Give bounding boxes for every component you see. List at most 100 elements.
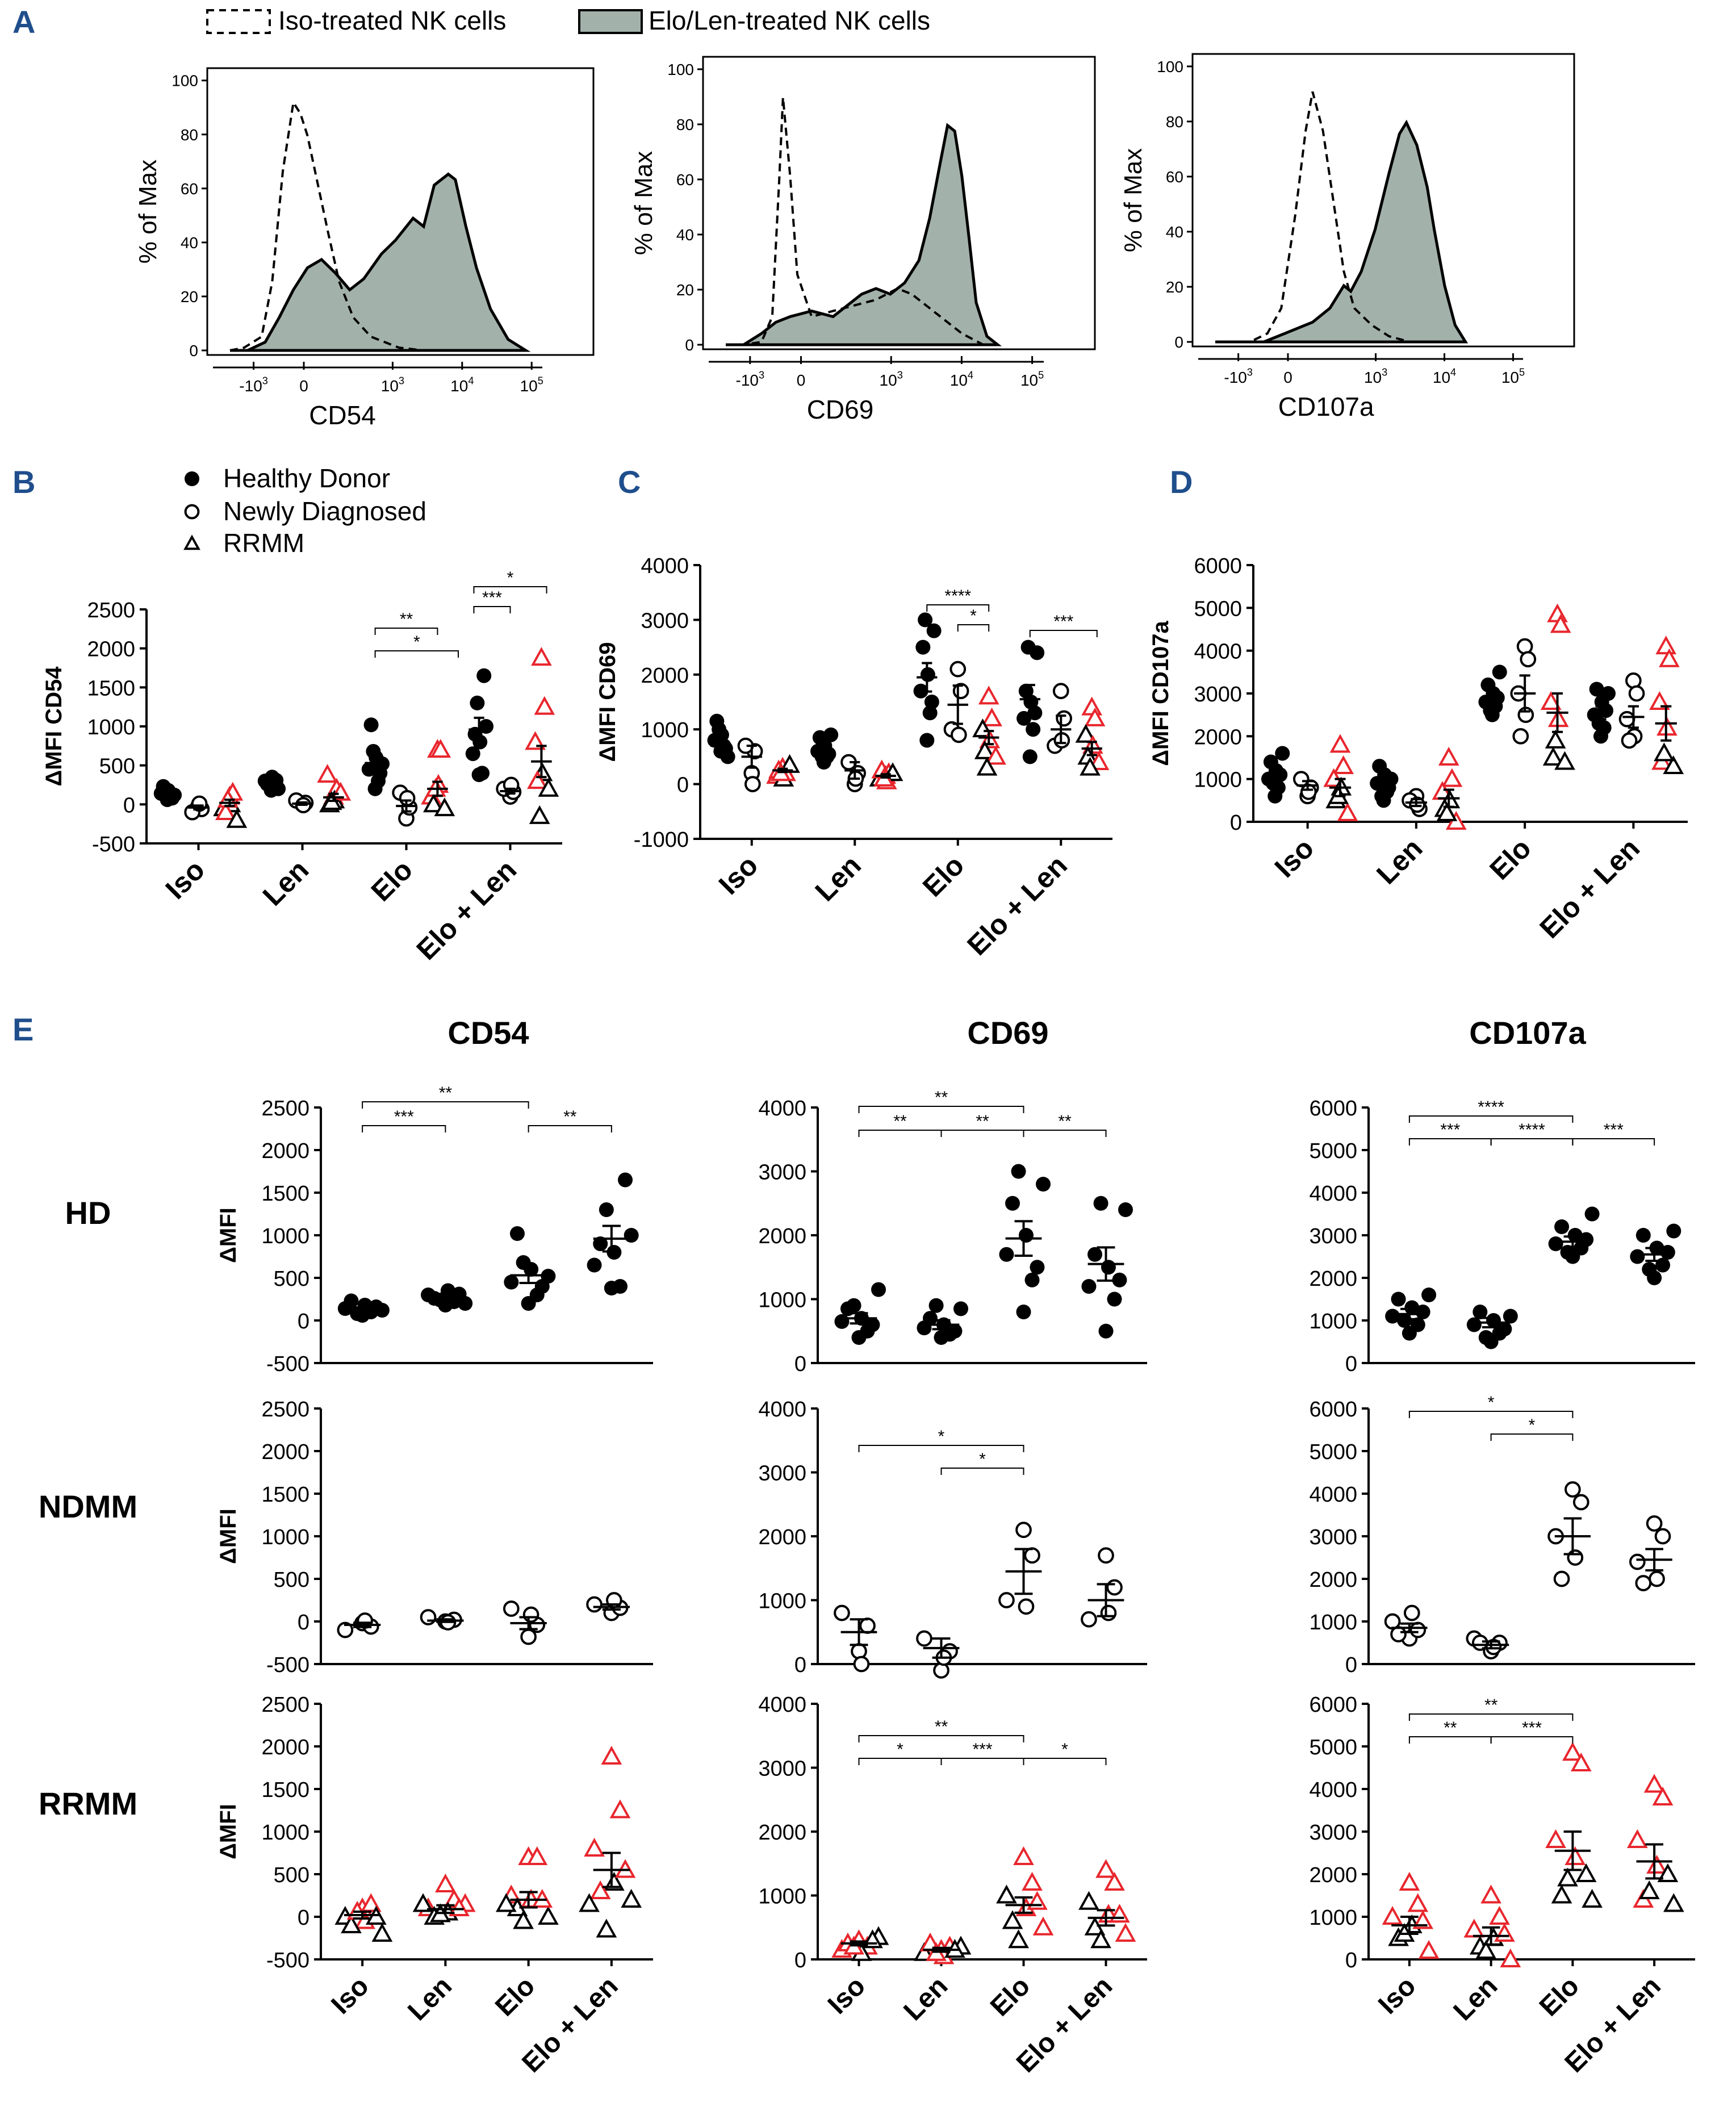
data-point-rr-red: [1570, 1752, 1592, 1771]
data-point-rr-red: [534, 696, 555, 715]
y-tick-label: 3000: [758, 1757, 806, 1781]
data-point-nd: [834, 1604, 850, 1621]
data-point-rr: [1557, 1867, 1578, 1887]
data-point-rr-red: [1480, 1884, 1501, 1904]
significance-label: *: [1061, 1740, 1068, 1759]
data-point-rr-red: [1081, 696, 1103, 716]
elolen-histogram-curve: [726, 123, 1002, 346]
data-point-rr: [604, 1871, 625, 1891]
histogram-x-tick-label: 105: [520, 375, 543, 395]
histogram-x-tick-label: 104: [450, 375, 474, 395]
data-point-rr-red: [1333, 755, 1354, 775]
panel-letter-c: C: [618, 464, 641, 500]
legend-rr-label: RRMM: [223, 528, 304, 558]
data-point-rr-red: [589, 1880, 611, 1899]
y-tick-label: 0: [794, 1653, 806, 1677]
iso-histogram-curve: [726, 97, 984, 346]
data-point-hd: [1093, 1196, 1108, 1211]
histogram-frame: [206, 67, 595, 356]
data-point-hd: [1081, 1279, 1097, 1294]
y-tick-label: 6000: [1309, 1097, 1357, 1121]
significance-bracket: [473, 606, 511, 613]
y-tick-label: 2500: [87, 599, 135, 622]
x-tick-label: Iso: [325, 1971, 375, 2020]
y-tick-label: 2500: [261, 1097, 309, 1121]
data-point-hd: [1022, 749, 1038, 764]
significance-label: *: [1529, 1416, 1536, 1435]
y-tick-label: 2000: [758, 1224, 806, 1248]
y-axis-label: ΔMFI: [216, 1508, 241, 1564]
data-point-hd: [712, 722, 727, 737]
data-point-hd: [1026, 722, 1041, 737]
significance-bracket: [1408, 1138, 1492, 1146]
data-point-rr: [226, 809, 248, 828]
iso-histogram-curve: [229, 99, 424, 352]
y-tick-label: -500: [266, 1352, 309, 1376]
data-point-nd: [1471, 1635, 1488, 1651]
row-label-hd: HD: [65, 1195, 111, 1231]
data-point-hd: [918, 612, 933, 628]
y-tick-label: 4000: [758, 1097, 806, 1121]
data-point-rr: [1663, 755, 1684, 775]
data-point-hd: [1385, 1309, 1400, 1324]
scatter-panel-e-rr-cd54: [314, 1703, 653, 1966]
significance-label: ****: [944, 587, 971, 605]
data-point-rr: [621, 1888, 642, 1908]
significance-bracket: [1029, 630, 1098, 637]
significance-bracket: [1023, 1758, 1107, 1765]
data-point-hd: [475, 766, 490, 781]
histogram-x-tick-label: 0: [1283, 369, 1292, 386]
y-tick-label: 1000: [87, 716, 135, 739]
significance-label: **: [563, 1107, 577, 1126]
scatter-panel-e-nd-cd54: [314, 1407, 653, 1665]
y-tick-label: 0: [1230, 811, 1242, 835]
data-point-hd: [1118, 1202, 1133, 1217]
data-point-rr-red: [1399, 1871, 1420, 1891]
elolen-histogram-curve: [1215, 119, 1469, 344]
significance-label: ***: [1053, 612, 1073, 631]
data-point-hd: [1589, 682, 1604, 697]
significance-bracket: [858, 1445, 1024, 1452]
data-point-hd: [618, 1172, 633, 1188]
y-tick-label: 5000: [1309, 1440, 1357, 1464]
y-tick-label: 500: [274, 1267, 309, 1291]
data-point-rr: [412, 1893, 434, 1912]
significance-bracket: [1408, 1411, 1574, 1418]
x-tick-label: Len: [809, 849, 867, 907]
data-point-rr-red: [609, 1799, 631, 1819]
y-tick-label: 3000: [758, 1462, 806, 1486]
y-tick-label: 3000: [641, 609, 689, 633]
data-point-nd: [859, 1617, 876, 1634]
data-point-hd: [913, 683, 928, 699]
data-point-rr-red: [1562, 1742, 1583, 1761]
significance-bracket: [1490, 1736, 1574, 1744]
scatter-panel-e-rr-cd107a: [1362, 1703, 1695, 1967]
data-point-hd: [593, 1236, 608, 1251]
y-tick-label: 0: [794, 1352, 806, 1376]
data-point-nd: [1635, 1575, 1652, 1591]
data-point-hd: [926, 623, 942, 638]
data-point-hd: [923, 1311, 938, 1326]
significance-label: *: [938, 1427, 945, 1446]
data-point-hd: [1098, 1323, 1114, 1339]
x-tick-label: Iso: [822, 1971, 872, 2020]
data-point-hd: [1630, 1249, 1645, 1264]
histogram-x-axis-label: CD54: [309, 400, 376, 430]
x-tick-label: Elo: [1483, 832, 1537, 886]
y-tick-label: 0: [1345, 1352, 1357, 1376]
x-tick-label: Elo + Len: [1533, 832, 1646, 944]
data-point-hd: [624, 1228, 639, 1243]
histogram-y-tick-label: 80: [181, 126, 198, 144]
data-point-rr: [996, 1884, 1017, 1904]
histogram-x-tick-label: 105: [1020, 369, 1044, 389]
histogram-x-tick-label: -103: [736, 369, 765, 389]
y-tick-label: 1500: [261, 1182, 309, 1206]
significance-bracket: [362, 1125, 446, 1132]
data-point-nd: [916, 1630, 932, 1647]
data-point-rr: [1008, 1929, 1029, 1949]
data-point-rr: [974, 740, 995, 759]
data-point-rr-red: [601, 1745, 622, 1765]
x-tick-label: Elo + Len: [411, 854, 523, 966]
data-point-rr: [183, 534, 200, 550]
data-point-hd: [1415, 1305, 1430, 1319]
